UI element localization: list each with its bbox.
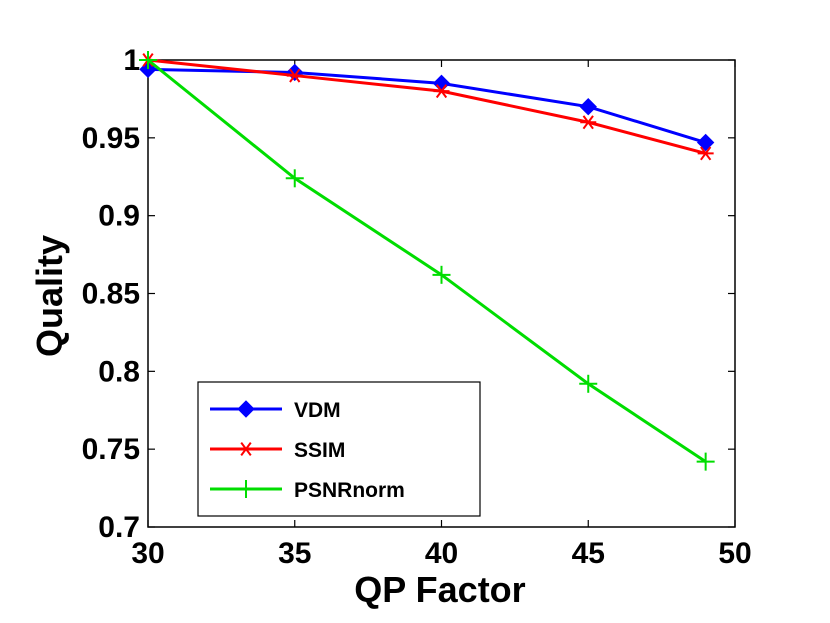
data-point-vdm <box>579 97 597 116</box>
y-axis-title: Quality <box>29 235 70 357</box>
y-tick-label: 0.85 <box>82 278 140 311</box>
data-point-psnrnorm <box>696 452 715 471</box>
x-tick-label: 45 <box>572 537 605 570</box>
data-point-ssim <box>433 84 450 99</box>
x-axis-title: QP Factor <box>354 569 525 610</box>
legend-marker-ssim <box>238 442 254 456</box>
axis-ticks: 30 35 40 45 50 0.7 0.75 0.8 0.85 0.9 0.95 1 <box>82 44 752 570</box>
data-point-ssim <box>580 115 597 130</box>
y-tick-label: 0.95 <box>82 122 140 155</box>
legend-marker-vdm <box>237 400 255 418</box>
legend-marker-psnrnorm <box>237 480 255 498</box>
y-tick-label: 1 <box>123 44 140 77</box>
data-point-ssim <box>697 146 714 161</box>
data-point-psnrnorm <box>139 51 157 69</box>
data-point-psnrnorm <box>432 265 451 284</box>
legend-label-vdm: VDM <box>294 399 341 422</box>
y-tick-label: 0.9 <box>98 200 140 233</box>
legend-label-psnrnorm: PSNRnorm <box>294 479 405 502</box>
y-tick-label: 0.7 <box>98 511 140 544</box>
x-tick-label: 35 <box>278 537 311 570</box>
data-point-vdm <box>139 60 157 79</box>
data-point-psnrnorm <box>285 169 304 188</box>
legend-label-ssim: SSIM <box>294 439 345 462</box>
legend: VDM SSIM PSNRnorm <box>197 381 481 517</box>
data-point-ssim <box>286 68 303 83</box>
series-group <box>139 51 715 471</box>
x-tick-label: 50 <box>718 537 751 570</box>
x-tick-label: 40 <box>425 537 458 570</box>
y-tick-label: 0.8 <box>98 355 140 388</box>
y-tick-label: 0.75 <box>82 433 140 466</box>
x-tick-label: 30 <box>131 537 164 570</box>
data-point-psnrnorm <box>579 374 598 393</box>
